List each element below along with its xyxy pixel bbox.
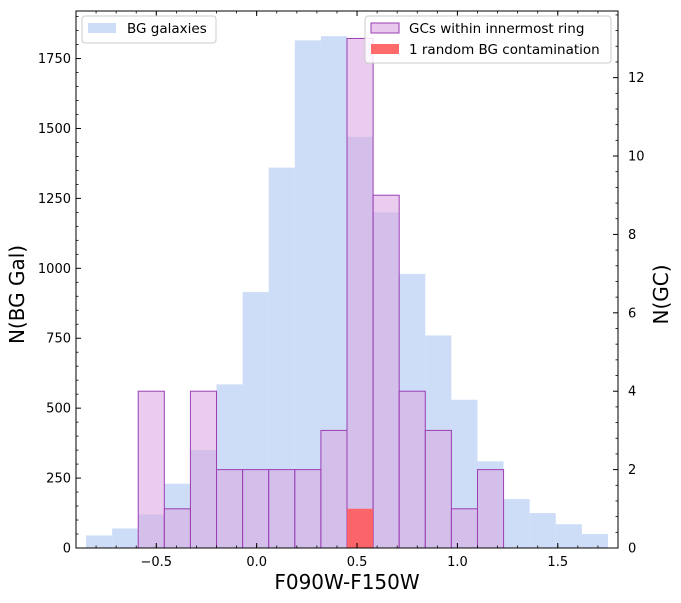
contamination-bar (347, 508, 374, 548)
right-tick-label: 6 (628, 306, 636, 321)
right-y-axis: 0 2 4 6 8 10 12 (613, 14, 645, 557)
gc-bar (268, 469, 296, 549)
plot-frame (75, 10, 619, 549)
left-tick-label: 250 (46, 472, 71, 487)
gc-bar (346, 37, 374, 549)
right-tick-label: 12 (628, 71, 645, 86)
bg-bar (581, 534, 608, 548)
bg-bar (529, 513, 556, 548)
gc-bar (450, 508, 478, 549)
legend-label-contamination: 1 random BG contamination (409, 42, 600, 58)
x-tick-label: 0.0 (246, 555, 267, 570)
legend-swatch-contamination (371, 44, 399, 54)
gc-bar (372, 194, 400, 549)
gc-bar (398, 390, 426, 549)
x-tick-label: 1.0 (447, 555, 468, 570)
gc-bar (137, 390, 165, 549)
left-tick-label: 750 (46, 332, 71, 347)
legend-swatch-bg (88, 23, 116, 33)
gc-bar (294, 469, 322, 549)
left-y-axis: 0 250 500 750 1000 1250 1500 1750 (38, 16, 81, 557)
right-tick-label: 0 (628, 542, 636, 557)
legend-left: BG galaxies (81, 15, 217, 44)
right-tick-label: 4 (628, 385, 636, 400)
bg-bar (294, 40, 321, 548)
gc-bar (424, 429, 452, 549)
contamination-bars (347, 508, 374, 548)
right-y-axis-label: N(GC) (649, 264, 673, 324)
legend-right: GCs within innermost ring 1 random BG co… (364, 15, 612, 64)
left-tick-label: 500 (46, 402, 71, 417)
bg-bar (503, 499, 530, 548)
x-axis-label: F090W-F150W (274, 570, 420, 594)
x-axis: −0.5 0.0 0.5 1.0 1.5 (95, 11, 599, 570)
gc-bar (189, 390, 218, 549)
bg-bar (112, 528, 139, 548)
gc-bar (476, 469, 505, 549)
left-tick-label: 1500 (38, 122, 71, 137)
right-tick-label: 10 (628, 150, 645, 165)
bg-bar (86, 535, 113, 548)
gc-bar (242, 469, 270, 549)
left-tick-label: 0 (63, 542, 71, 557)
x-tick-label: 1.5 (547, 555, 568, 570)
left-tick-label: 1750 (38, 52, 71, 67)
left-tick-label: 1000 (38, 262, 71, 277)
legend-swatch-gc (370, 22, 400, 34)
gc-bar (163, 508, 191, 549)
right-tick-label: 2 (628, 463, 636, 478)
legend-label-bg: BG galaxies (127, 21, 207, 37)
legend-label-gc: GCs within innermost ring (409, 21, 584, 37)
left-y-axis-label: N(BG Gal) (5, 245, 29, 344)
gc-bar (216, 469, 244, 549)
gc-bars (137, 37, 505, 549)
right-tick-label: 8 (628, 228, 636, 243)
bg-bar (555, 524, 582, 548)
x-tick-label: −0.5 (141, 555, 173, 570)
left-tick-label: 1250 (38, 192, 71, 207)
gc-bar (320, 429, 348, 549)
x-tick-label: 0.5 (347, 555, 368, 570)
